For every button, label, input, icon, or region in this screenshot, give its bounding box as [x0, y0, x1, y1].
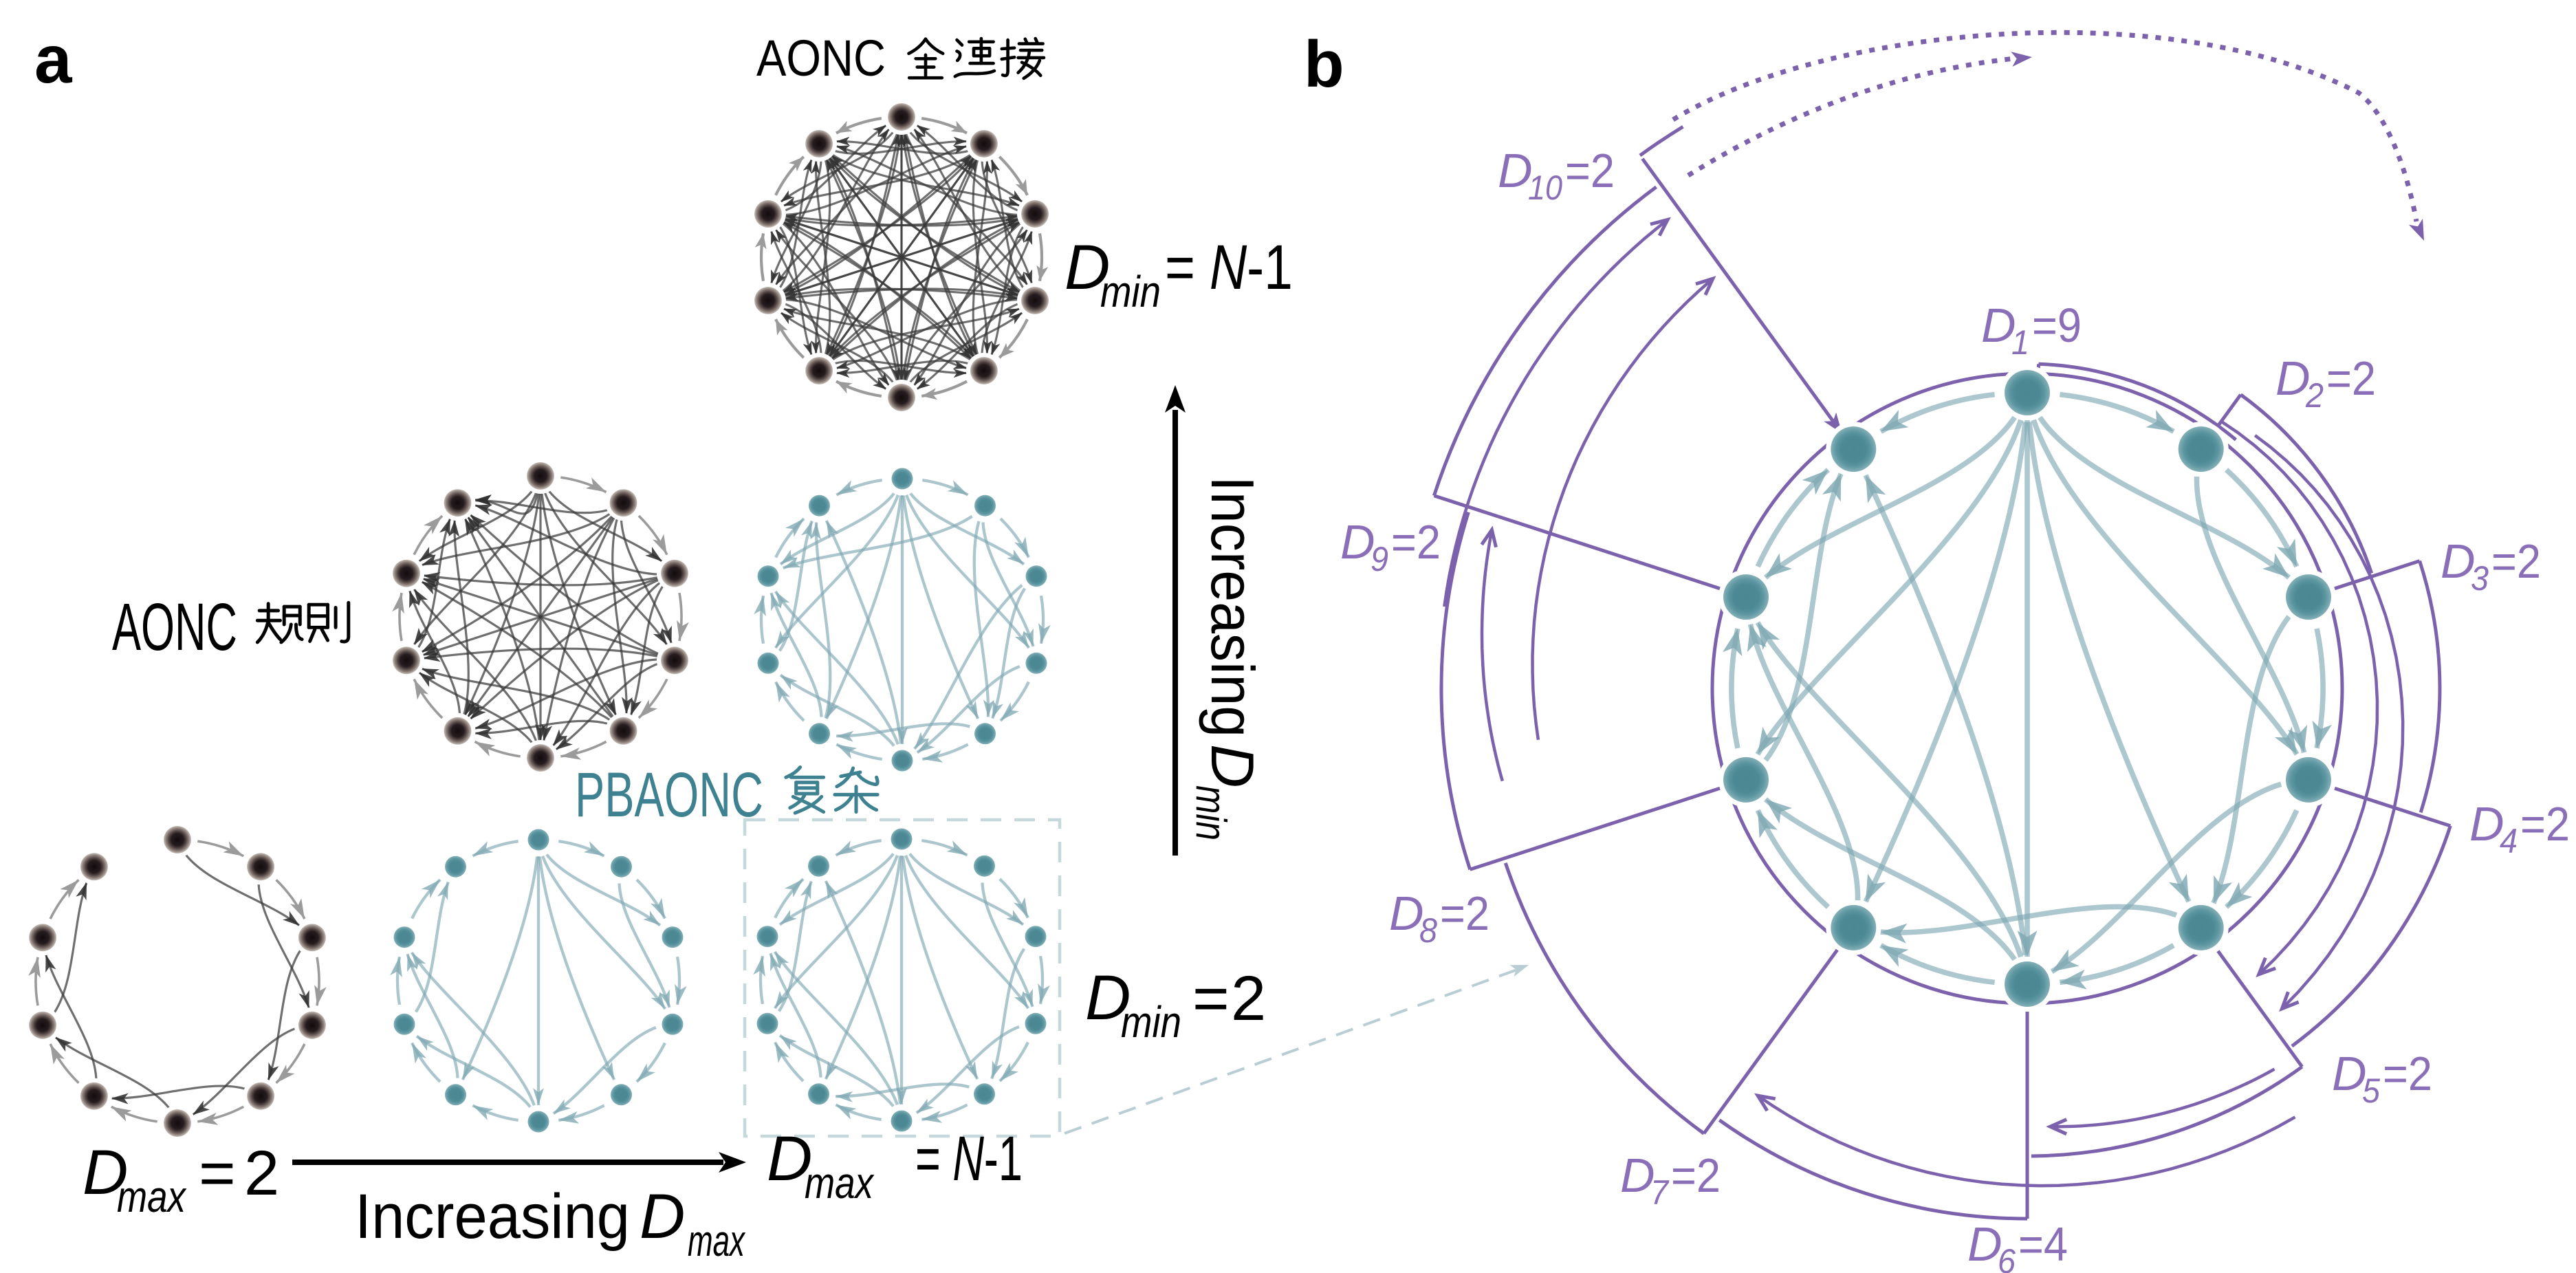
svg-text:6: 6: [1998, 1242, 2016, 1273]
svg-text:=9: =9: [2032, 298, 2082, 352]
svg-text:D: D: [1340, 515, 1375, 569]
svg-text:D: D: [1981, 298, 2016, 352]
svg-text:a: a: [34, 21, 73, 97]
svg-text:AONC: AONC: [112, 589, 237, 664]
svg-text:5: 5: [2362, 1071, 2380, 1110]
svg-text:D: D: [1967, 1217, 2002, 1271]
svg-text:7: 7: [1650, 1173, 1670, 1212]
svg-text:=2: =2: [2491, 534, 2541, 588]
svg-text:2: 2: [2305, 376, 2324, 415]
svg-text:D: D: [1065, 232, 1110, 303]
svg-text:=2: =2: [1671, 1149, 1721, 1202]
svg-text:D: D: [1085, 963, 1131, 1033]
svg-text:D: D: [1199, 744, 1267, 788]
svg-text:D: D: [2441, 534, 2476, 588]
svg-text:=: =: [199, 1138, 236, 1208]
svg-text:D: D: [1498, 144, 1533, 197]
svg-text:b: b: [1304, 28, 1344, 101]
svg-text:min: min: [1100, 267, 1161, 316]
svg-text:=2: =2: [2383, 1047, 2432, 1100]
svg-text:min: min: [1121, 997, 1181, 1047]
svg-text:4: 4: [2500, 822, 2518, 860]
svg-text:Increasing: Increasing: [1199, 476, 1267, 737]
svg-text:2: 2: [244, 1138, 279, 1208]
svg-text:1: 1: [2011, 323, 2029, 362]
svg-text:D: D: [2332, 1047, 2367, 1100]
svg-text:max: max: [117, 1172, 187, 1221]
svg-text:9: 9: [1371, 540, 1388, 578]
svg-text:= N-1: = N-1: [915, 1124, 1023, 1194]
svg-text:D: D: [2275, 351, 2311, 405]
svg-text:2: 2: [1231, 964, 1266, 1034]
svg-text:D: D: [767, 1124, 812, 1194]
svg-text:= N-1: = N-1: [1165, 232, 1293, 303]
svg-text:=2: =2: [1565, 144, 1615, 197]
svg-text:=2: =2: [2520, 797, 2570, 851]
svg-text:=2: =2: [1440, 886, 1489, 940]
svg-text:min: min: [1187, 785, 1234, 840]
svg-text:D: D: [2469, 797, 2504, 851]
svg-text:max: max: [805, 1158, 875, 1208]
svg-text:8: 8: [1419, 911, 1437, 950]
svg-text:3: 3: [2471, 559, 2489, 598]
svg-text:=4: =4: [2018, 1217, 2068, 1271]
svg-text:PBAONC: PBAONC: [575, 760, 763, 830]
svg-text:Increasing: Increasing: [355, 1182, 630, 1252]
svg-text:=2: =2: [2326, 351, 2376, 405]
svg-text:AONC: AONC: [756, 30, 886, 87]
svg-text:D: D: [1620, 1149, 1655, 1202]
svg-text:10: 10: [1528, 168, 1562, 207]
svg-text:max: max: [688, 1216, 745, 1265]
svg-text:D: D: [83, 1138, 128, 1208]
svg-text:D: D: [640, 1182, 685, 1252]
svg-text:=: =: [1192, 964, 1230, 1034]
svg-text:D: D: [1389, 886, 1424, 940]
svg-text:=2: =2: [1391, 515, 1441, 569]
